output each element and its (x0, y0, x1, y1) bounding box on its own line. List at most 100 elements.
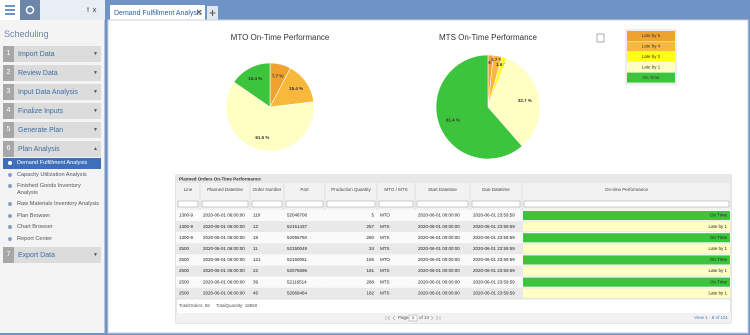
filter-input[interactable] (471, 200, 521, 208)
table-cell: 2020-06-01 23:59:59 (473, 268, 515, 273)
step-item[interactable]: 1 Import Data ▼ (3, 46, 101, 62)
view-range: View 1 - 8 of 101 (694, 315, 728, 320)
column-header: MTO / MTS (384, 187, 407, 192)
sub-item[interactable]: Report Center (3, 234, 101, 245)
table-cell: 2020-06-01 06:00:00 (203, 213, 245, 218)
table-cell: 2020-06-01 23:59:59 (473, 213, 515, 218)
step-label: Input Data Analysis (18, 88, 78, 96)
sub-item[interactable]: Capacity Utilization Analysis (3, 170, 101, 181)
table-cell: 2500 (179, 246, 190, 251)
table-row[interactable] (176, 254, 731, 266)
step-item[interactable]: 6 Plan Analysis ▲ (3, 141, 101, 157)
table-cell: 2500 (179, 257, 190, 262)
filter-input[interactable] (326, 200, 376, 208)
sub-item-label: Plan Browser (17, 212, 51, 219)
filter-input[interactable] (416, 200, 469, 208)
sub-item[interactable]: Raw Materials Inventory Analysis (3, 199, 101, 210)
table-cell: 2020-06-01 00:00:00 (418, 290, 460, 295)
slice-label: 1.6 % (496, 62, 508, 67)
step-item[interactable]: 2 Review Data ▼ (3, 65, 101, 81)
total-orders: TotalOrders: 68 (179, 303, 210, 308)
table-row[interactable] (176, 243, 731, 255)
page-count: of 13 (419, 315, 430, 320)
table-cell: 2020-06-01 23:59:59 (473, 257, 515, 262)
table-cell: 2020-06-01 23:59:59 (473, 224, 515, 229)
table-cell: 2020-06-01 06:00:00 (203, 268, 245, 273)
table-cell: 52068464 (287, 290, 308, 295)
expand-arrow: ▼ (93, 89, 98, 95)
sub-item[interactable]: Finished Goods Inventory Analysis (3, 181, 101, 198)
table-cell: 2020-06-01 06:00:00 (203, 246, 245, 251)
status-cell (523, 266, 730, 276)
table-cell: MTS (380, 235, 390, 240)
sub-item[interactable]: Demand Fulfillment Analysis (3, 158, 101, 169)
step-label: Review Data (18, 69, 58, 77)
page-input[interactable] (408, 314, 418, 322)
table-row[interactable] (176, 265, 731, 277)
filter-input[interactable] (251, 200, 283, 208)
filter-input[interactable] (378, 200, 414, 208)
pager-next[interactable] (430, 315, 441, 321)
gear-icon (25, 5, 35, 15)
filter-input[interactable] (201, 200, 249, 208)
table-row[interactable] (176, 221, 731, 233)
step-item[interactable]: 7 Export Data ▼ (3, 247, 101, 263)
table-cell: 1300-9 (179, 224, 194, 229)
slice-label: 1.6 % (484, 60, 496, 65)
table-cell: 52048708 (287, 213, 308, 218)
sub-item-icon (8, 184, 12, 188)
table-caption-bg (176, 175, 731, 183)
slice-label: 15.4 % (289, 86, 303, 91)
table-cell: 2500 (179, 290, 190, 295)
legend-swatch (627, 62, 675, 73)
table-cell: 5 (371, 213, 374, 218)
sub-item[interactable]: Plan Browser (3, 211, 101, 222)
table-cell: 2020-06-01 00:00:00 (418, 279, 460, 284)
sub-item[interactable]: Chart Browser (3, 222, 101, 233)
expand-arrow: ▼ (93, 51, 98, 57)
table-cell: 12 (253, 224, 259, 229)
table-row[interactable] (176, 276, 731, 288)
step-item[interactable]: 4 Finalize Inputs ▼ (3, 103, 101, 119)
table-cell: 2500 (179, 279, 190, 284)
table-cell: 34 (369, 246, 375, 251)
pie-slice (225, 81, 315, 152)
sidebar-title: Scheduling (4, 29, 49, 39)
status-cell (523, 255, 730, 265)
table-cell: 288 (366, 279, 374, 284)
table-cell: MTS (380, 279, 390, 284)
table-cell: 2020-06-01 00:00:00 (418, 224, 460, 229)
pie-slice (487, 58, 541, 147)
table-cell: 2020-06-01 23:59:59 (473, 290, 515, 295)
status-cell (523, 222, 730, 232)
table-cell: On Time (710, 213, 728, 218)
pie-slice (435, 54, 523, 160)
step-item[interactable]: 3 Input Data Analysis ▼ (3, 84, 101, 100)
table-cell: MTS (380, 246, 390, 251)
export-icon[interactable] (596, 33, 605, 43)
table-row[interactable] (176, 210, 731, 222)
tab-close[interactable] (196, 9, 202, 15)
table-row[interactable] (176, 287, 731, 299)
expand-arrow: ▼ (93, 127, 98, 133)
filter-input[interactable] (177, 200, 199, 208)
step-label: Generate Plan (18, 126, 64, 134)
sub-item-icon (8, 202, 12, 206)
column-header: Order Number (253, 187, 282, 192)
total-quantity: TotalQuantity: 18860 (216, 303, 258, 308)
pager-prev[interactable] (385, 315, 396, 321)
table-row[interactable] (176, 232, 731, 244)
table-cell: Late by 1 (708, 290, 727, 295)
step-item[interactable]: 5 Generate Plan ▼ (3, 122, 101, 138)
table-cell: 119 (253, 213, 261, 218)
table-cell: 11 (253, 246, 258, 251)
filter-input[interactable] (523, 200, 730, 208)
settings-button[interactable] (20, 0, 40, 20)
step-label: Import Data (18, 50, 55, 58)
pane-controls[interactable] (87, 7, 97, 13)
status-cell (523, 288, 730, 298)
active-tab[interactable] (110, 5, 205, 20)
filter-input[interactable] (285, 200, 324, 208)
table-cell: Late by 1 (708, 246, 727, 251)
